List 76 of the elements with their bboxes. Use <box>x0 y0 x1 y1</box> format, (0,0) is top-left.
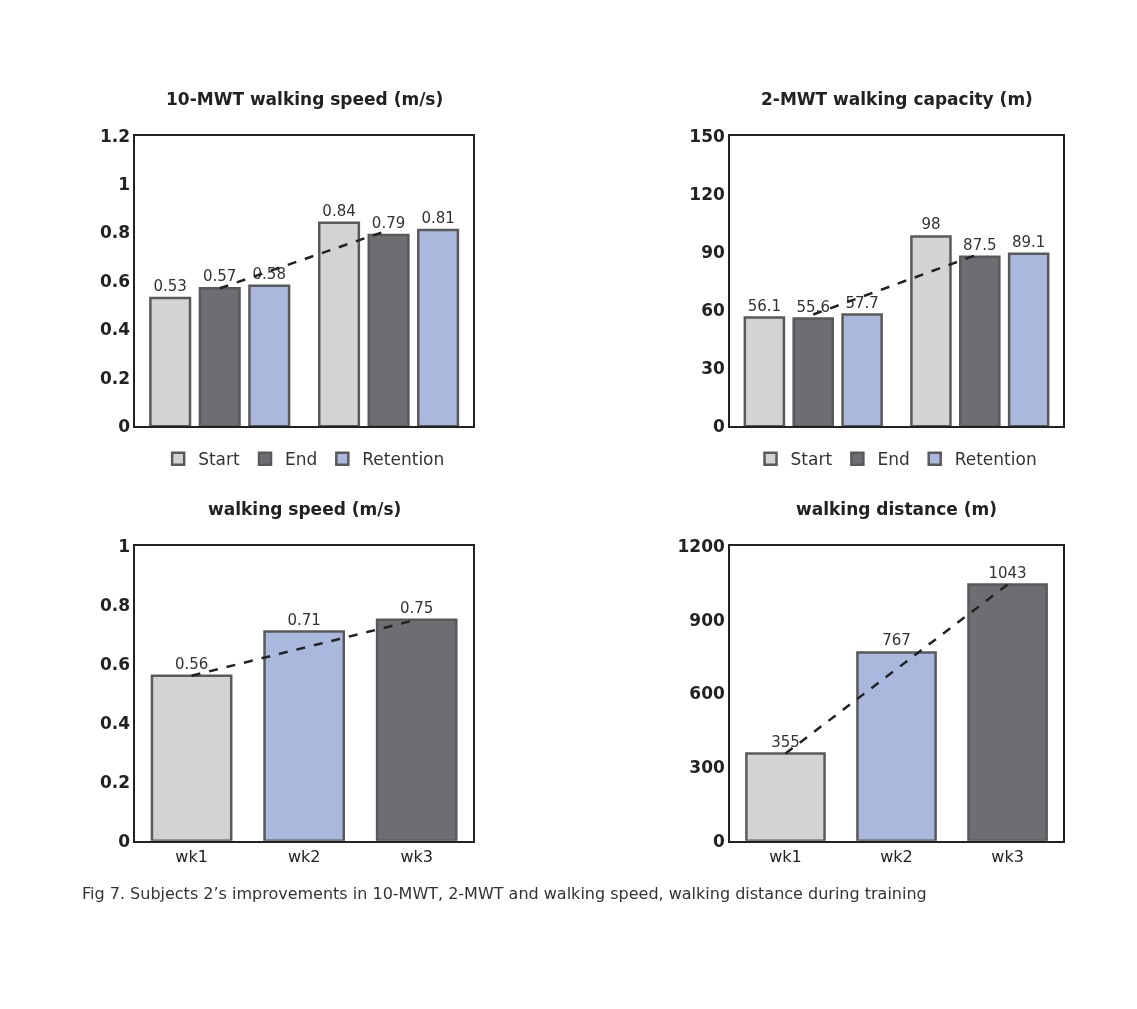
y-tick-label: 0.8 <box>100 222 131 243</box>
y-tick-label: 30 <box>701 358 725 379</box>
y-tick-label: 60 <box>701 300 725 321</box>
y-tick-label: 1 <box>118 174 131 195</box>
y-tick-label: 0.6 <box>100 653 131 674</box>
data-label: 1043 <box>988 563 1027 582</box>
x-tick-label: wk1 <box>175 846 208 866</box>
bar <box>198 287 241 427</box>
chart-title: 10-MWT walking speed (m/s) <box>166 89 444 109</box>
y-tick-label: 1200 <box>677 535 725 556</box>
legend-label: Start <box>198 449 241 470</box>
legend-label: End <box>877 449 910 470</box>
x-tick-label: wk3 <box>400 846 433 866</box>
x-tick-label: wk2 <box>880 846 913 866</box>
bar <box>1007 252 1050 427</box>
y-tick-label: 1 <box>118 535 131 556</box>
bar <box>248 284 291 427</box>
data-label: 0.57 <box>203 267 237 286</box>
caption: Fig 7. Subjects 2’s improvements in 10-MWT, 2-MWT and walking speed, walking distance during training <box>82 884 927 903</box>
data-label: 0.56 <box>174 654 209 673</box>
y-tick-label: 0.2 <box>100 367 131 388</box>
bar <box>910 235 952 427</box>
data-label: 57.7 <box>845 293 879 312</box>
bar <box>263 630 346 841</box>
bar <box>856 651 937 841</box>
y-tick-label: 0 <box>712 830 725 851</box>
y-tick-label: 120 <box>689 183 725 204</box>
bar <box>375 618 458 841</box>
data-label: 89.1 <box>1011 232 1046 251</box>
y-tick-label: 0.2 <box>100 771 131 792</box>
legend-label: Start <box>790 449 833 470</box>
y-tick-label: 150 <box>689 125 725 146</box>
x-tick-label: wk3 <box>991 846 1024 866</box>
data-label: 355 <box>771 732 800 751</box>
bar <box>841 313 883 427</box>
data-label: 0.71 <box>287 610 321 629</box>
y-tick-label: 1.2 <box>100 125 131 146</box>
y-tick-label: 0 <box>118 416 131 437</box>
legend-label: End <box>285 449 318 470</box>
y-tick-label: 600 <box>689 683 725 704</box>
bar <box>792 317 835 427</box>
data-label: 0.84 <box>322 201 356 220</box>
data-label: 0.79 <box>371 213 406 232</box>
y-tick-label: 0 <box>712 416 725 437</box>
data-label: 87.5 <box>963 235 997 254</box>
data-label: 56.1 <box>747 296 782 315</box>
chart-title: walking speed (m/s) <box>208 499 402 519</box>
y-tick-label: 0.6 <box>100 270 131 291</box>
bar <box>745 752 826 841</box>
y-tick-label: 300 <box>689 757 725 778</box>
bar <box>150 674 233 841</box>
y-tick-label: 90 <box>701 241 725 262</box>
bar <box>959 255 1001 427</box>
data-label: 98 <box>921 215 941 234</box>
bar <box>317 221 361 427</box>
bar <box>743 316 786 427</box>
data-label: 767 <box>882 631 911 650</box>
bar <box>367 233 410 427</box>
chart-title: 2-MWT walking capacity (m) <box>761 89 1033 109</box>
bar <box>967 583 1048 841</box>
data-label: 0.53 <box>153 276 187 295</box>
x-tick-label: wk2 <box>287 846 321 866</box>
y-tick-label: 0.8 <box>100 594 131 615</box>
data-label: 0.75 <box>400 598 434 617</box>
y-tick-label: 0 <box>118 830 131 851</box>
bar <box>149 296 192 427</box>
x-tick-label: wk1 <box>769 846 802 866</box>
y-tick-label: 900 <box>689 609 725 630</box>
chart-title: walking distance (m) <box>796 499 997 519</box>
bar <box>417 228 460 427</box>
data-label: 0.81 <box>421 209 455 228</box>
y-tick-label: 0.4 <box>100 319 131 340</box>
legend-label: Retention <box>362 449 445 470</box>
y-tick-label: 0.4 <box>100 712 131 733</box>
data-label: 55.6 <box>796 297 830 316</box>
legend-label: Retention <box>954 449 1037 470</box>
